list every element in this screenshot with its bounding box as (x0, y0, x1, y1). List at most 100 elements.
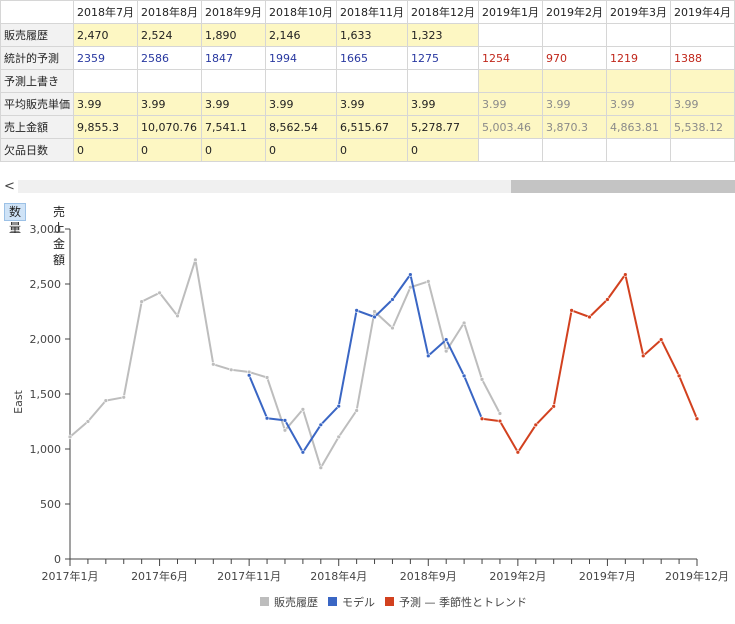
data-point (372, 309, 377, 314)
grid-cell: 2359 (73, 46, 138, 70)
grid-cell: 1,890 (201, 23, 266, 47)
month-header-row: 2018年7月 2018年8月 2018年9月 2018年10月 2018年11… (0, 0, 735, 24)
data-point (121, 395, 126, 400)
month-header[interactable]: 2018年8月 (137, 0, 202, 24)
month-header[interactable]: 2018年11月 (336, 0, 408, 24)
x-tick-label: 2017年1月 (42, 569, 99, 583)
month-header[interactable]: 2019年4月 (670, 0, 735, 24)
data-point (103, 398, 109, 403)
data-point (300, 450, 306, 455)
y-axis-label: East (12, 389, 25, 413)
grid-cell: 3.99 (670, 92, 735, 116)
data-point (193, 257, 198, 262)
data-point (336, 434, 341, 440)
month-header[interactable]: 2019年3月 (606, 0, 671, 24)
grid-cell: 0 (73, 138, 138, 162)
grid-cell: 1275 (407, 46, 479, 70)
grid-cell[interactable] (407, 69, 479, 93)
data-point (676, 373, 682, 379)
data-point (497, 418, 503, 424)
x-tick-label: 2017年6月 (131, 569, 188, 583)
data-point (264, 375, 270, 380)
data-point (372, 314, 377, 320)
data-point (408, 272, 413, 277)
tab-quantity[interactable]: 数量 (4, 203, 27, 235)
row-label: 販売履歴 (0, 23, 74, 47)
grid-cell[interactable] (542, 69, 607, 93)
legend-label: 販売履歴 (274, 596, 318, 609)
sales-amount-row: 売上金額 9,855.3 10,070.76 7,541.1 8,562.54 6,515… (0, 115, 735, 139)
month-header[interactable]: 2019年1月 (478, 0, 543, 24)
x-tick-label: 2018年4月 (310, 569, 367, 583)
grid-cell: 1219 (606, 46, 671, 70)
grid-cell: 6,515.67 (336, 115, 408, 139)
grid-cell[interactable] (265, 69, 337, 93)
data-point (336, 403, 341, 409)
grid-cell[interactable] (73, 69, 138, 93)
grid-cell (478, 138, 543, 162)
series-line (481, 273, 698, 454)
data-point (211, 362, 216, 367)
data-point (390, 297, 395, 302)
statistical-forecast-row: 統計的予測 2359 2586 1847 1994 1665 1275 1254 970 1219… (0, 46, 735, 70)
data-point (444, 337, 449, 342)
horizontal-scrollbar[interactable]: < (0, 178, 735, 195)
y-tick-label: 1,000 (30, 443, 62, 456)
grid-cell: 1994 (265, 46, 337, 70)
data-point (85, 419, 91, 424)
data-point (444, 348, 449, 354)
grid-cell[interactable] (606, 69, 671, 93)
month-header[interactable]: 2018年7月 (73, 0, 138, 24)
grid-cell: 0 (407, 138, 479, 162)
month-header[interactable]: 2019年2月 (542, 0, 607, 24)
grid-cell: 970 (542, 46, 607, 70)
data-point (623, 272, 628, 277)
grid-cell: 2,524 (137, 23, 202, 47)
grid-cell: 1847 (201, 46, 266, 70)
series-line (248, 273, 483, 454)
row-label: 統計的予測 (0, 46, 74, 70)
forecast-grid: 2018年7月 2018年8月 2018年9月 2018年10月 2018年11… (0, 0, 735, 171)
y-tick-label: 2,000 (30, 333, 62, 346)
month-header[interactable]: 2018年9月 (201, 0, 266, 24)
grid-cell: 1254 (478, 46, 543, 70)
data-point (139, 299, 144, 304)
grid-cell[interactable] (137, 69, 202, 93)
row-label: 売上金額 (0, 115, 74, 139)
x-tick-label: 2017年11月 (217, 569, 281, 583)
grid-cell: 9,855.3 (73, 115, 138, 139)
grid-cell: 0 (137, 138, 202, 162)
data-point (318, 465, 323, 470)
grid-cell (606, 23, 671, 47)
data-point (587, 314, 592, 320)
data-point (479, 377, 485, 382)
grid-cell: 0 (201, 138, 266, 162)
data-point (658, 337, 664, 342)
data-point (497, 411, 503, 416)
grid-cell: 3.99 (73, 92, 138, 116)
grid-cell: 1,633 (336, 23, 408, 47)
grid-cell: 3.99 (542, 92, 607, 116)
row-label: 平均販売単価 (0, 92, 74, 116)
grid-cell[interactable] (478, 69, 543, 93)
grid-cell[interactable] (336, 69, 408, 93)
grid-cell: 3.99 (478, 92, 543, 116)
data-point (390, 325, 395, 331)
month-header[interactable]: 2018年12月 (407, 0, 479, 24)
tab-sales-amount[interactable]: 売上金額 (53, 205, 66, 267)
data-point (318, 422, 323, 428)
stockout-days-row: 欠品日数 0 0 0 0 0 0 (0, 138, 735, 162)
grid-cell: 1388 (670, 46, 735, 70)
scroll-thumb[interactable] (511, 180, 735, 193)
grid-cell[interactable] (201, 69, 266, 93)
legend-label: モデル (342, 595, 375, 609)
y-tick-label: 3,000 (30, 223, 62, 236)
month-header[interactable]: 2018年10月 (265, 0, 337, 24)
grid-cell[interactable] (670, 69, 735, 93)
data-point (479, 416, 485, 421)
grid-cell (670, 138, 735, 162)
data-point (300, 407, 306, 412)
data-point (157, 290, 162, 296)
data-point (246, 373, 252, 378)
scroll-left-arrow-icon[interactable]: < (4, 179, 15, 194)
